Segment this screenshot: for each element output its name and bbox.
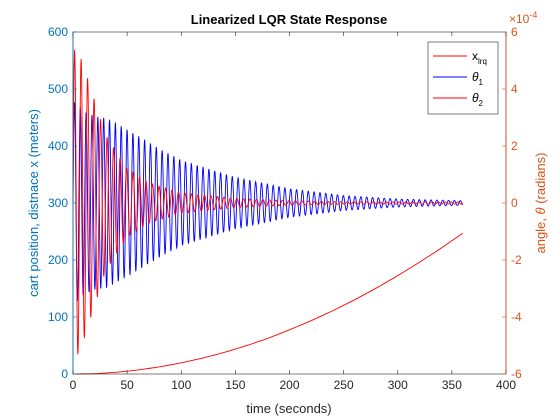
series-lines — [72, 49, 464, 375]
right-y-tick-label: 4 — [511, 82, 518, 96]
left-y-tick-label: 200 — [48, 253, 68, 267]
legend-label-x-lrq: xlrq — [472, 49, 487, 66]
left-y-axis-label: cart position, distnace x (meters) — [26, 109, 41, 297]
series-line-theta1 — [72, 102, 464, 302]
right-axis-exponent-base: ×10 — [509, 12, 530, 26]
right-y-tick-label: -6 — [511, 367, 522, 381]
right-y-tick-label: 6 — [511, 25, 518, 39]
right-y-tick-label: -4 — [511, 310, 522, 324]
x-tick-label: 0 — [70, 378, 77, 392]
right-y-tick-label: -2 — [511, 253, 522, 267]
right-y-tick-label: 0 — [511, 196, 518, 210]
left-y-tick-label: 300 — [48, 196, 68, 210]
left-y-tick-label: 500 — [48, 82, 68, 96]
x-axis-label: time (seconds) — [246, 401, 331, 416]
x-tick-label: 150 — [225, 378, 245, 392]
x-tick-label: 300 — [388, 378, 408, 392]
right-y-axis-label: angle, θ (radians) — [533, 152, 548, 253]
series-line-theta2 — [72, 49, 464, 355]
legend-box — [427, 41, 499, 115]
chart-title: Linearized LQR State Response — [191, 12, 388, 27]
right-y-axis: -6 -4 -2 0 2 4 6 — [502, 25, 522, 381]
legend-label-theta2: θ2 — [472, 91, 484, 108]
right-y-tick-label: 2 — [511, 139, 518, 153]
x-tick-label: 100 — [171, 378, 191, 392]
series-line-x-lrq — [72, 232, 463, 375]
right-y-axis-label-suffix: (radians) — [533, 152, 548, 207]
left-y-tick-label: 600 — [48, 25, 68, 39]
x-axis: 0 50 100 150 200 250 300 350 400 — [70, 32, 516, 392]
legend: xlrq θ1 θ2 — [427, 41, 499, 115]
left-y-axis: 0 100 200 300 400 500 600 — [48, 25, 77, 381]
right-axis-exponent: ×10-4 — [509, 10, 537, 26]
x-tick-label: 250 — [334, 378, 354, 392]
left-y-tick-label: 100 — [48, 310, 68, 324]
right-y-axis-label-prefix: angle, — [533, 214, 548, 253]
x-tick-label: 400 — [496, 378, 516, 392]
x-tick-label: 200 — [279, 378, 299, 392]
right-y-axis-label-symbol: θ — [533, 207, 548, 214]
legend-label-theta1: θ1 — [472, 70, 484, 87]
right-axis-exponent-power: -4 — [529, 10, 537, 20]
left-y-tick-label: 0 — [61, 367, 68, 381]
left-y-tick-label: 400 — [48, 139, 68, 153]
x-tick-label: 50 — [120, 378, 134, 392]
x-tick-label: 350 — [442, 378, 462, 392]
